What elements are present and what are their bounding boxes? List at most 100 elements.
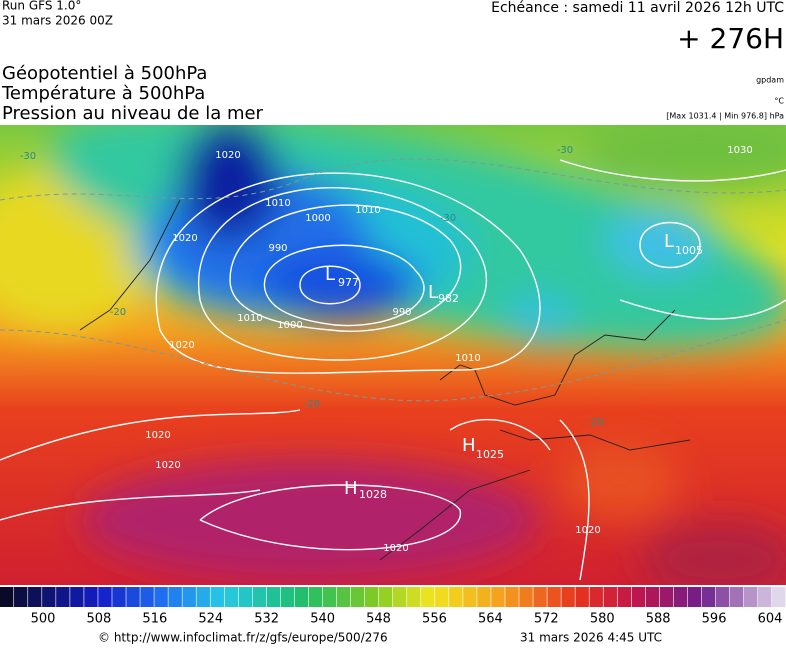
colorbar-label: 532 <box>254 612 279 627</box>
colorbar-cell <box>589 587 603 607</box>
colorbar-cell <box>112 587 126 607</box>
colorbar-cell <box>771 587 786 607</box>
colorbar-label: 548 <box>366 612 391 627</box>
colorbar-cell <box>617 587 632 607</box>
isobar-label: 990 <box>268 243 287 254</box>
high-letter: H <box>462 435 476 456</box>
colorbar-cell <box>631 587 646 607</box>
colorbar-cell <box>294 587 309 607</box>
isobar-label: 1020 <box>169 340 194 351</box>
colorbar-label: 604 <box>758 612 783 627</box>
colorbar-cell <box>505 587 519 607</box>
isobar-label: 1010 <box>355 205 380 216</box>
unit: °C <box>774 97 784 106</box>
colorbar-cell <box>463 587 477 607</box>
run-date: 31 mars 2026 00Z <box>2 14 113 28</box>
isobar-labels: 1020 1010 1000 990 1010 1020 1020 1020 1020 1010 1… <box>20 145 753 554</box>
isobar-label: 1020 <box>383 543 408 554</box>
colorbar-cell <box>168 587 182 607</box>
colorbar-label: 540 <box>310 612 335 627</box>
isobar-label: 1010 <box>265 198 290 209</box>
colorbar-label: 588 <box>646 612 671 627</box>
colorbar-cell <box>673 587 688 607</box>
colorbar-cell <box>28 587 42 607</box>
isobar-label: 1020 <box>155 460 180 471</box>
isobar-label: 1000 <box>277 320 302 331</box>
field: Température à 500hPa <box>1 83 205 104</box>
colorbar-cell <box>393 587 407 607</box>
temperature-label: -30 <box>440 213 456 224</box>
colorbar-cell <box>575 587 589 607</box>
colorbar-label: 500 <box>31 612 56 627</box>
colorbar-cell <box>182 587 196 607</box>
isobar-label: 1010 <box>237 313 262 324</box>
colorbar-cell <box>210 587 224 607</box>
low-letter: L <box>325 264 335 285</box>
colorbar-cell <box>547 587 561 607</box>
unit: [Max 1031.4 | Min 976.8] hPa <box>666 112 784 121</box>
temperature-label: -30 <box>557 145 573 156</box>
colorbar-cell <box>238 587 253 607</box>
colorbar-cell <box>98 587 112 607</box>
low-value: 977 <box>338 276 359 289</box>
colorbar-cell <box>322 587 337 607</box>
generated: 31 mars 2026 4:45 UTC <box>520 631 662 645</box>
high-value: 1025 <box>476 448 504 461</box>
isobar-label: 1020 <box>575 525 600 536</box>
colorbar-cell <box>140 587 154 607</box>
isobar-label: 1010 <box>455 353 480 364</box>
colorbar-cell <box>757 587 772 607</box>
colorbar-cell <box>449 587 463 607</box>
unit: gpdam <box>756 76 784 85</box>
colorbar-cell <box>743 587 758 607</box>
colorbar-cell <box>154 587 168 607</box>
colorbar-cell <box>196 587 210 607</box>
low-value: 1005 <box>675 244 703 257</box>
colorbar-cell <box>533 587 547 607</box>
colorbar-cell <box>561 587 575 607</box>
lead-time: + 276H <box>677 22 784 55</box>
colorbar-label: 564 <box>478 612 503 627</box>
colorbar-label: 580 <box>590 612 615 627</box>
colorbar-cell <box>477 587 491 607</box>
colorbar-cell <box>252 587 267 607</box>
echeance: Echéance : samedi 11 avril 2026 12h UTC <box>491 0 784 16</box>
colorbar: 500 508 516 524 532 540 548 556 564 572 580 588 596 6… <box>0 587 786 627</box>
high-value: 1028 <box>359 488 387 501</box>
high-letter: H <box>344 478 358 499</box>
colorbar-cell <box>421 587 435 607</box>
field: Géopotentiel à 500hPa <box>2 63 207 84</box>
colorbar-cell <box>729 587 744 607</box>
colorbar-label: 524 <box>198 612 223 627</box>
colorbar-cell <box>364 587 379 607</box>
colorbar-cell <box>308 587 323 607</box>
colorbar-cell <box>0 587 14 607</box>
colorbar-cell <box>701 587 716 607</box>
colorbar-cell <box>519 587 533 607</box>
colorbar-cell <box>435 587 449 607</box>
colorbar-cell <box>70 587 84 607</box>
colorbar-cell <box>14 587 28 607</box>
isobar-label: 1030 <box>727 145 752 156</box>
colorbar-cell <box>84 587 98 607</box>
colorbar-cell <box>603 587 617 607</box>
colorbar-cell <box>350 587 365 607</box>
colorbar-cell <box>126 587 140 607</box>
colorbar-cell <box>659 587 674 607</box>
low-value: 982 <box>438 292 459 305</box>
temperature-label: -20 <box>588 417 604 428</box>
isobar-label: 990 <box>392 307 411 318</box>
colorbar-label: 556 <box>422 612 447 627</box>
colorbar-label: 596 <box>702 612 727 627</box>
colorbar-cell <box>56 587 70 607</box>
field: Pression au niveau de la mer <box>2 103 264 124</box>
colorbar-label: 516 <box>142 612 167 627</box>
colorbar-cell <box>42 587 56 607</box>
temperature-label: -20 <box>304 399 320 410</box>
run: Run GFS 1.0° <box>2 0 81 13</box>
colorbar-cell <box>407 587 421 607</box>
colorbar-cell <box>336 587 351 607</box>
colorbar-label: 508 <box>87 612 112 627</box>
